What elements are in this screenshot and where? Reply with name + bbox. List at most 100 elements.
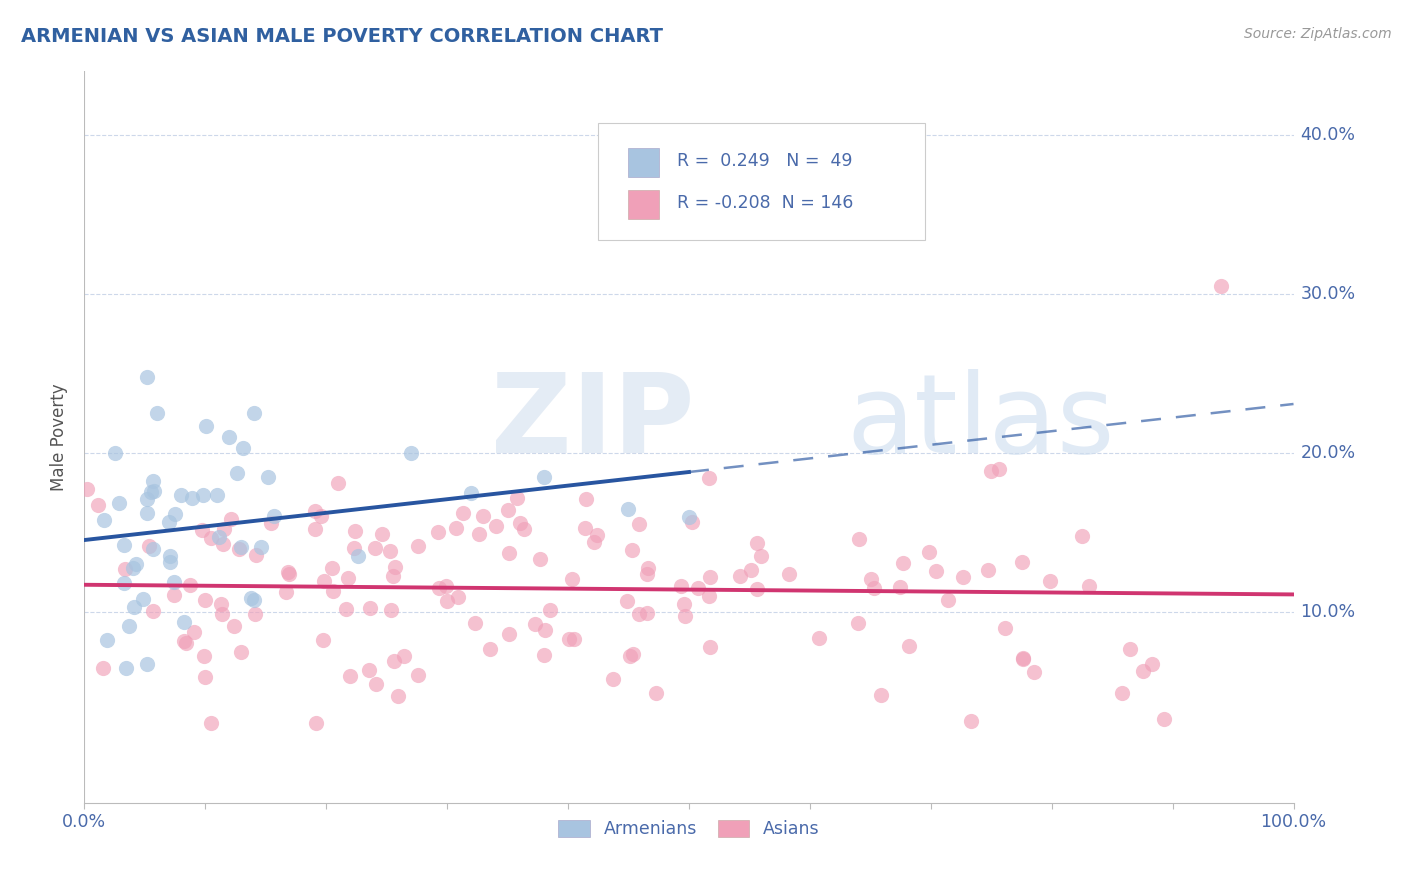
Point <box>200 532 222 546</box>
Point <box>108 496 131 510</box>
Point <box>558 632 581 646</box>
Point <box>669 579 692 593</box>
Point <box>343 541 366 555</box>
Point <box>370 526 392 541</box>
Point <box>381 569 404 583</box>
Point <box>157 516 180 530</box>
Point <box>745 582 768 597</box>
Point <box>214 522 236 536</box>
Point <box>1132 664 1154 678</box>
Point <box>447 591 470 605</box>
Point <box>399 446 422 460</box>
Point <box>165 507 187 521</box>
Point <box>205 488 228 502</box>
Text: atlas: atlas <box>846 369 1115 476</box>
Point <box>364 541 387 556</box>
Text: 40.0%: 40.0% <box>1301 126 1355 144</box>
Point <box>96 632 118 647</box>
Point <box>1209 279 1232 293</box>
Point <box>193 648 215 663</box>
Y-axis label: Male Poverty: Male Poverty <box>51 384 69 491</box>
Point <box>311 508 333 523</box>
Point <box>122 561 145 575</box>
Point <box>952 570 974 584</box>
Point <box>749 549 772 564</box>
Point <box>496 503 519 517</box>
Point <box>142 474 165 488</box>
Point <box>628 517 651 532</box>
Point <box>636 606 658 620</box>
Point <box>194 670 217 684</box>
Point <box>135 657 157 672</box>
Point <box>479 641 502 656</box>
Point <box>125 557 148 571</box>
Point <box>347 549 370 563</box>
Point <box>163 588 186 602</box>
Point <box>602 672 624 686</box>
Point <box>132 592 155 607</box>
Point <box>446 521 468 535</box>
Point <box>980 464 1002 478</box>
Text: 10.0%: 10.0% <box>1301 603 1355 621</box>
Point <box>211 607 233 622</box>
Point <box>616 594 638 608</box>
Point <box>681 515 703 529</box>
Point <box>91 661 114 675</box>
Point <box>87 498 110 512</box>
Point <box>229 645 252 659</box>
Point <box>697 471 720 485</box>
Point <box>1153 712 1175 726</box>
Point <box>427 525 450 540</box>
Point <box>336 571 359 585</box>
Point <box>170 488 193 502</box>
Point <box>468 526 491 541</box>
Point <box>76 483 98 497</box>
Point <box>122 599 145 614</box>
Point <box>406 539 429 553</box>
Point <box>304 504 326 518</box>
Point <box>260 516 283 531</box>
Point <box>142 604 165 618</box>
Text: R = -0.208  N = 146: R = -0.208 N = 146 <box>676 194 853 212</box>
Text: Source: ZipAtlas.com: Source: ZipAtlas.com <box>1244 27 1392 41</box>
Point <box>889 580 911 594</box>
Point <box>115 661 138 675</box>
Point <box>621 648 644 662</box>
FancyBboxPatch shape <box>599 122 925 240</box>
Point <box>378 544 401 558</box>
Point <box>561 572 583 586</box>
Point <box>987 461 1010 475</box>
Point <box>808 632 831 646</box>
Point <box>211 537 233 551</box>
Point <box>312 632 335 647</box>
Point <box>740 563 762 577</box>
Point <box>93 513 115 527</box>
Point <box>994 621 1017 635</box>
Point <box>384 560 406 574</box>
Point <box>891 557 914 571</box>
Point <box>112 538 135 552</box>
Point <box>191 524 214 538</box>
Point <box>243 607 266 622</box>
Point <box>191 488 214 502</box>
Point <box>359 600 381 615</box>
Point <box>163 574 186 589</box>
Point <box>335 602 357 616</box>
Point <box>686 581 709 595</box>
Point <box>242 592 264 607</box>
Point <box>533 470 555 484</box>
Point <box>159 549 181 563</box>
Point <box>1071 529 1094 543</box>
Point <box>513 522 536 536</box>
Point <box>1024 665 1046 679</box>
Point <box>179 578 201 592</box>
Point <box>159 555 181 569</box>
Point <box>427 581 450 595</box>
Point <box>277 565 299 579</box>
Point <box>344 524 367 538</box>
Text: 30.0%: 30.0% <box>1301 285 1355 303</box>
Point <box>222 618 245 632</box>
Point <box>697 589 720 603</box>
Point <box>977 563 1000 577</box>
Point <box>918 545 941 559</box>
